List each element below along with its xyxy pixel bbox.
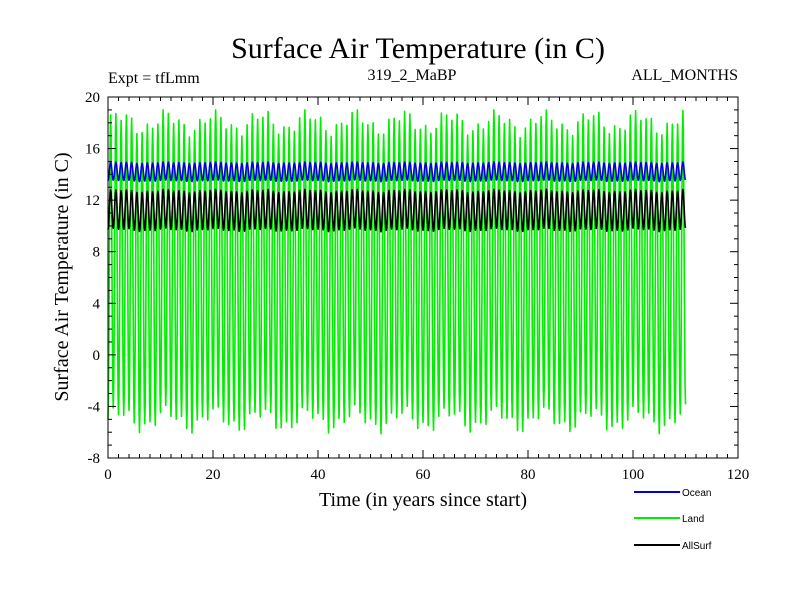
legend-label-land: Land — [682, 514, 704, 525]
chart-title: Surface Air Temperature (in C) — [231, 32, 605, 65]
y-tick-label: 4 — [93, 296, 101, 312]
y-tick-label: -8 — [88, 451, 101, 467]
x-tick-label: 120 — [727, 467, 750, 483]
series-line-ocean — [107, 161, 687, 183]
plot-area — [107, 109, 687, 435]
x-tick-label: 40 — [311, 467, 326, 483]
period-label: 319_2_MaBP — [368, 67, 457, 84]
x-tick-label: 20 — [206, 467, 221, 483]
legend-label-allsurf: AllSurf — [682, 541, 712, 552]
x-tick-label: 60 — [416, 467, 431, 483]
y-tick-label: 12 — [85, 193, 100, 209]
y-tick-label: 8 — [93, 245, 101, 261]
y-tick-label: 0 — [93, 348, 101, 364]
x-tick-label: 100 — [622, 467, 645, 483]
y-axis-label: Surface Air Temperature (in C) — [51, 152, 73, 401]
experiment-label: Expt = tfLmm — [108, 70, 200, 87]
x-tick-label: 80 — [521, 467, 536, 483]
y-tick-label: 16 — [85, 142, 101, 158]
y-tick-label: 20 — [85, 90, 100, 106]
series-line-land — [107, 109, 687, 435]
legend-label-ocean: Ocean — [682, 488, 711, 499]
x-tick-label: 0 — [104, 467, 112, 483]
y-tick-label: -4 — [88, 399, 101, 415]
x-axis-label: Time (in years since start) — [319, 489, 527, 511]
legend: Ocean Land AllSurf — [634, 488, 712, 552]
series-line-allsurf — [107, 188, 687, 233]
months-label: ALL_MONTHS — [631, 67, 738, 84]
axes: 0 20 40 60 80 100 120 -8 -4 0 4 8 12 16 20 — [85, 90, 749, 483]
